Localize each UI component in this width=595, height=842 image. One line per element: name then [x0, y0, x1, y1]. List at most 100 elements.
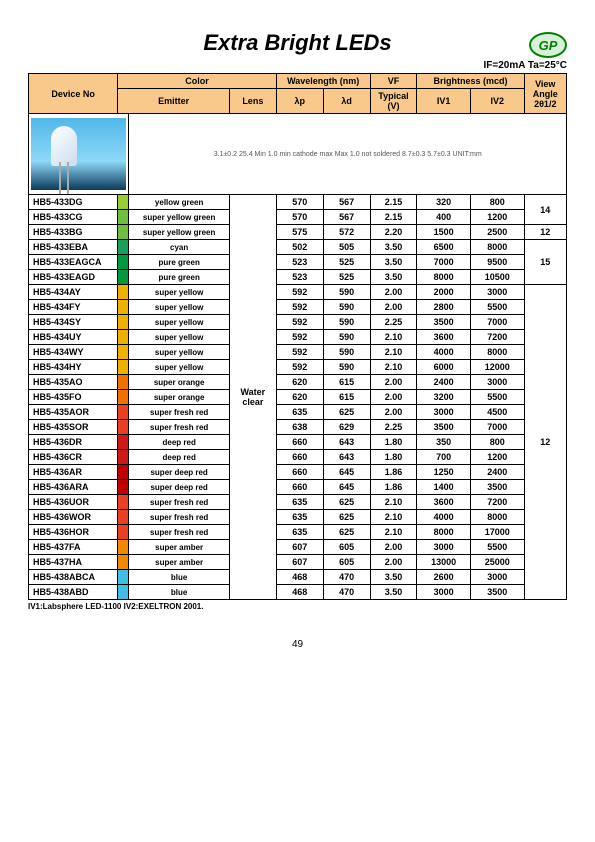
iv2-cell: 8000 [470, 240, 524, 255]
lp-cell: 575 [276, 225, 323, 240]
ld-cell: 567 [323, 195, 370, 210]
table-row: HB5-435FOsuper orange6206152.0032005500 [29, 390, 567, 405]
lp-cell: 523 [276, 270, 323, 285]
iv2-cell: 3000 [470, 285, 524, 300]
ld-cell: 625 [323, 405, 370, 420]
color-swatch [118, 315, 129, 330]
th-iv1: IV1 [417, 89, 471, 114]
lp-cell: 635 [276, 405, 323, 420]
ld-cell: 590 [323, 300, 370, 315]
led-image-cell [29, 114, 129, 195]
table-row: HB5-435SORsuper fresh red6386292.2535007… [29, 420, 567, 435]
table-row: HB5-434UYsuper yellow5925902.1036007200 [29, 330, 567, 345]
ld-cell: 505 [323, 240, 370, 255]
iv1-cell: 350 [417, 435, 471, 450]
ld-cell: 605 [323, 540, 370, 555]
th-view: View Angle 2θ1/2 [524, 74, 566, 114]
iv1-cell: 3000 [417, 405, 471, 420]
vf-cell: 2.10 [370, 495, 417, 510]
device-cell: HB5-435AOR [29, 405, 118, 420]
iv1-cell: 3500 [417, 315, 471, 330]
table-row: HB5-436DRdeep red6606431.80350800 [29, 435, 567, 450]
iv1-cell: 2800 [417, 300, 471, 315]
emitter-cell: super yellow [129, 360, 229, 375]
iv1-cell: 13000 [417, 555, 471, 570]
ld-cell: 572 [323, 225, 370, 240]
table-row: HB5-434FYsuper yellow5925902.0028005500 [29, 300, 567, 315]
table-row: HB5-437FAsuper amber6076052.0030005500 [29, 540, 567, 555]
lp-cell: 620 [276, 390, 323, 405]
device-cell: HB5-436DR [29, 435, 118, 450]
emitter-cell: super deep red [129, 480, 229, 495]
ld-cell: 590 [323, 285, 370, 300]
device-cell: HB5-434FY [29, 300, 118, 315]
table-row: HB5-435AOsuper orange6206152.0024003000 [29, 375, 567, 390]
emitter-cell: yellow green [129, 195, 229, 210]
color-swatch [118, 405, 129, 420]
th-emitter: Emitter [118, 89, 230, 114]
lp-cell: 592 [276, 285, 323, 300]
emitter-cell: super fresh red [129, 510, 229, 525]
th-brightness: Brightness (mcd) [417, 74, 524, 89]
iv2-cell: 1200 [470, 450, 524, 465]
ld-cell: 525 [323, 270, 370, 285]
dimension-diagram: 3.1±0.2 25.4 Min 1.0 min cathode max Max… [129, 114, 567, 195]
th-vf: VF [370, 74, 417, 89]
iv2-cell: 7000 [470, 420, 524, 435]
table-row: HB5-434AYsuper yellow5925902.00200030001… [29, 285, 567, 300]
vf-cell: 2.10 [370, 330, 417, 345]
iv2-cell: 12000 [470, 360, 524, 375]
lp-cell: 638 [276, 420, 323, 435]
iv2-cell: 17000 [470, 525, 524, 540]
device-cell: HB5-433EAGD [29, 270, 118, 285]
table-row: HB5-436ARsuper deep red6606451.861250240… [29, 465, 567, 480]
table-row: HB5-433EBAcyan5025053.506500800015 [29, 240, 567, 255]
emitter-cell: super fresh red [129, 420, 229, 435]
lp-cell: 660 [276, 465, 323, 480]
emitter-cell: pure green [129, 255, 229, 270]
device-cell: HB5-437HA [29, 555, 118, 570]
table-row: HB5-438ABDblue4684703.5030003500 [29, 585, 567, 600]
iv2-cell: 2400 [470, 465, 524, 480]
ld-cell: 470 [323, 570, 370, 585]
emitter-cell: super orange [129, 375, 229, 390]
vf-cell: 2.00 [370, 555, 417, 570]
emitter-cell: super orange [129, 390, 229, 405]
th-device: Device No [29, 74, 118, 114]
device-cell: HB5-435AO [29, 375, 118, 390]
ld-cell: 470 [323, 585, 370, 600]
vf-cell: 2.10 [370, 360, 417, 375]
iv1-cell: 2000 [417, 285, 471, 300]
lp-cell: 592 [276, 330, 323, 345]
color-swatch [118, 480, 129, 495]
device-cell: HB5-436HOR [29, 525, 118, 540]
vf-cell: 3.50 [370, 585, 417, 600]
iv2-cell: 25000 [470, 555, 524, 570]
th-lens: Lens [229, 89, 276, 114]
iv2-cell: 3000 [470, 570, 524, 585]
iv1-cell: 700 [417, 450, 471, 465]
iv2-cell: 3000 [470, 375, 524, 390]
color-swatch [118, 360, 129, 375]
iv2-cell: 7200 [470, 330, 524, 345]
color-swatch [118, 210, 129, 225]
lp-cell: 635 [276, 495, 323, 510]
emitter-cell: super yellow [129, 330, 229, 345]
emitter-cell: cyan [129, 240, 229, 255]
device-cell: HB5-437FA [29, 540, 118, 555]
ld-cell: 590 [323, 330, 370, 345]
iv1-cell: 4000 [417, 510, 471, 525]
ld-cell: 525 [323, 255, 370, 270]
ld-cell: 625 [323, 495, 370, 510]
emitter-cell: super yellow [129, 300, 229, 315]
lp-cell: 660 [276, 435, 323, 450]
lp-cell: 570 [276, 195, 323, 210]
device-cell: HB5-438ABCA [29, 570, 118, 585]
emitter-cell: super amber [129, 540, 229, 555]
lp-cell: 468 [276, 570, 323, 585]
emitter-cell: super yellow green [129, 225, 229, 240]
lp-cell: 502 [276, 240, 323, 255]
iv1-cell: 4000 [417, 345, 471, 360]
vf-cell: 3.50 [370, 570, 417, 585]
iv2-cell: 1200 [470, 210, 524, 225]
